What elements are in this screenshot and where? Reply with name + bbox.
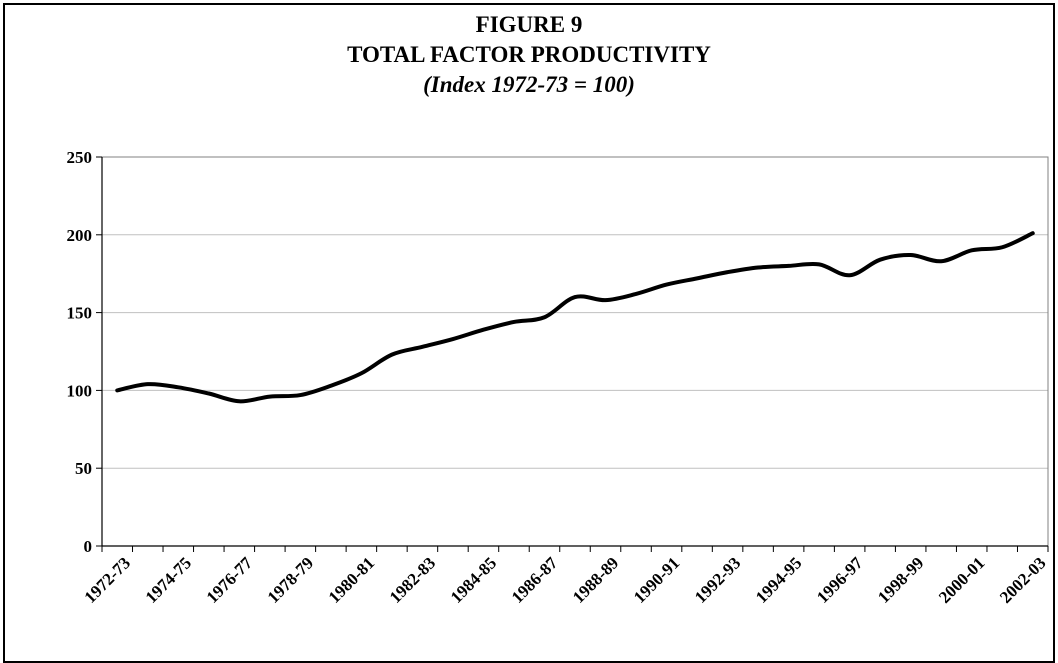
x-tick-label: 1984-85	[447, 553, 501, 607]
x-tick-label: 1982-83	[386, 553, 440, 607]
chart-subtitle: TOTAL FACTOR PRODUCTIVITY	[347, 42, 711, 67]
x-tick-label: 1994-95	[752, 553, 806, 607]
y-axis-ticks: 0 50 100 150 200 250	[67, 148, 102, 556]
plot-area-border	[101, 156, 1049, 547]
y-tick-label: 200	[67, 226, 93, 245]
x-tick-label: 1988-89	[569, 553, 623, 607]
chart-frame	[3, 3, 1055, 663]
x-tick-label: 1990-91	[630, 553, 684, 607]
x-tick-label: 2002-03	[996, 553, 1050, 607]
x-tick-label: 1978-79	[264, 553, 318, 607]
gridlines	[102, 156, 1048, 469]
x-tick-label: 1998-99	[874, 553, 928, 607]
y-tick-label: 150	[67, 304, 93, 323]
axes	[101, 157, 1048, 547]
chart-subtitle-index: (Index 1972-73 = 100)	[423, 72, 635, 97]
x-tick-label: 1992-93	[691, 553, 745, 607]
x-tick-label: 1986-87	[508, 553, 562, 607]
x-tick-label: 1972-73	[81, 553, 135, 607]
x-axis-ticks: 1972-73 1974-75 1976-77 1978-79 1980-81 1982-…	[81, 546, 1050, 607]
x-tick-label: 1996-97	[813, 553, 867, 607]
x-tick-label: 2000-01	[935, 553, 989, 607]
series-line	[115, 231, 1035, 404]
x-tick-label: 1974-75	[142, 553, 196, 607]
x-tick-label: 1976-77	[203, 553, 257, 607]
chart-titles: FIGURE 9 TOTAL FACTOR PRODUCTIVITY (Inde…	[0, 10, 1058, 100]
y-tick-label: 250	[67, 148, 93, 167]
y-tick-label: 100	[67, 381, 93, 400]
y-tick-label: 0	[84, 537, 93, 556]
y-tick-label: 50	[75, 459, 92, 478]
chart-title: FIGURE 9	[475, 12, 583, 37]
x-tick-label: 1980-81	[325, 553, 379, 607]
